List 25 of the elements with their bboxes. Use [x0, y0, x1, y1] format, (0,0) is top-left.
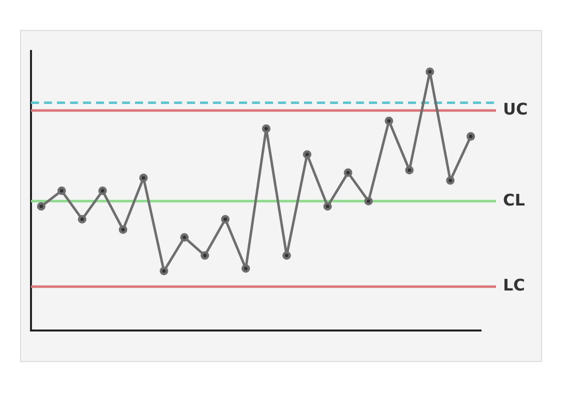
point: [302, 150, 312, 159]
point: [78, 215, 86, 224]
ref-line-label: CL: [503, 190, 525, 210]
point: [262, 124, 270, 133]
point: [405, 166, 414, 174]
point: [139, 174, 148, 182]
point: [118, 225, 128, 234]
ref-line-label: UC: [503, 100, 528, 119]
point: [384, 116, 394, 126]
point: [446, 176, 455, 185]
ref-line-label: LC: [503, 276, 525, 295]
point: [364, 196, 373, 206]
point: [200, 251, 210, 260]
point: [160, 266, 168, 276]
point: [180, 233, 189, 242]
point: [98, 186, 107, 196]
point: [57, 186, 66, 196]
point: [36, 202, 46, 211]
point: [426, 67, 434, 76]
point: [344, 168, 352, 177]
point: [466, 132, 476, 141]
point: [323, 202, 332, 211]
point: [242, 264, 250, 273]
point: [221, 215, 230, 224]
point: [282, 251, 291, 260]
